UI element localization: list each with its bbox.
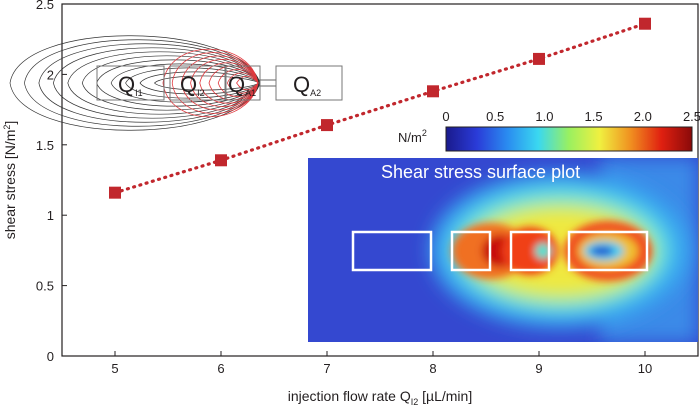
label-q-i2: QI2 [180, 72, 205, 98]
flow-channel-diagram: QI1 QI2 QA1 QA2 [9, 35, 343, 131]
x-tick-label: 9 [535, 361, 542, 376]
data-series [109, 17, 651, 199]
y-tick-label: 1.5 [36, 138, 54, 153]
colorbar-tick-label: 1.0 [535, 109, 553, 124]
heatmap-region-2 [450, 230, 492, 272]
y-axis-title: shear stress [N/m2] [2, 121, 18, 240]
heatmap-region-3 [509, 230, 551, 272]
colorbar-unit: N/m2 [398, 128, 427, 145]
data-point [639, 17, 651, 30]
y-axis: 0 0.5 1 1.5 2 2.5 [36, 0, 67, 364]
inlet-box-i2 [169, 65, 226, 101]
outlet-neck [258, 79, 276, 87]
outer-streamline [38, 43, 261, 123]
x-tick-label: 6 [217, 361, 224, 376]
inner-streamline [171, 52, 259, 114]
outer-streamline [24, 39, 261, 127]
x-axis-title: injection flow rate QI2 [µL/min] [288, 388, 472, 407]
colorbar-tick-label: 1.5 [585, 109, 603, 124]
data-point [321, 119, 333, 132]
outer-streamline [153, 75, 261, 91]
outer-streamline [67, 51, 261, 115]
y-tick-label: 0.5 [36, 279, 54, 294]
x-tick-label: 5 [111, 361, 118, 376]
colorbar-tick-label: 2.5 [683, 109, 700, 124]
colorbar: N/m2 0 0.5 1.0 1.5 2.0 2.5 [398, 109, 700, 152]
colorbar-tick-label: 0 [442, 109, 449, 124]
data-point [427, 85, 439, 98]
label-q-i1: QI1 [118, 72, 143, 98]
y-tick-label: 0 [47, 349, 54, 364]
shear-stress-heatmap: Shear stress surface plot [308, 158, 698, 342]
colorbar-tick-label: 2.0 [634, 109, 652, 124]
inner-streamline [190, 59, 259, 107]
x-axis: 5 6 7 8 9 10 [111, 351, 652, 376]
x-tick-label: 8 [429, 361, 436, 376]
heatmap-region-1 [351, 230, 433, 272]
data-point [533, 52, 545, 65]
label-q-a1: QA1 [228, 72, 256, 98]
series-line [113, 22, 647, 195]
inner-streamline [162, 48, 259, 118]
colorbar-ticks: 0 0.5 1.0 1.5 2.0 2.5 [442, 109, 700, 124]
data-point [215, 154, 227, 167]
inlet-box-a1 [225, 65, 261, 101]
heatmap-hot-spots [452, 221, 652, 281]
outer-streamline [81, 55, 261, 111]
inner-streamline [180, 55, 259, 111]
inner-streamline [236, 75, 259, 91]
x-tick-label: 7 [323, 361, 330, 376]
y-tick-label: 2.5 [36, 0, 54, 12]
heatmap-region-4 [567, 230, 649, 272]
outer-streamline [9, 35, 261, 131]
outer-streamline [110, 63, 261, 103]
inlet-box-a2 [275, 65, 343, 101]
inner-streamline [208, 65, 259, 101]
inner-streamline [226, 72, 259, 94]
heatmap-title: Shear stress surface plot [381, 162, 580, 182]
y-tick-label: 2 [47, 67, 54, 82]
x-tick-label: 10 [638, 361, 652, 376]
inner-streamline [217, 69, 259, 97]
colorbar-bar [445, 126, 693, 152]
colorbar-tick-label: 0.5 [486, 109, 504, 124]
data-point [109, 186, 121, 199]
outer-streamline [125, 67, 261, 99]
y-tick-label: 1 [47, 208, 54, 223]
inlet-box-i1 [96, 65, 165, 101]
label-q-a2: QA2 [293, 72, 321, 98]
